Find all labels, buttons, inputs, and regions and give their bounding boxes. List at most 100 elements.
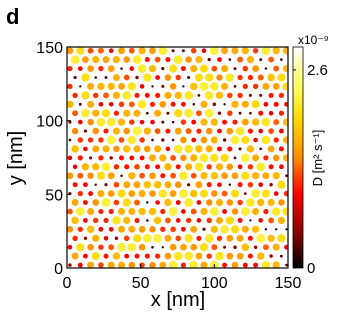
data-point [133,109,141,117]
data-point [181,209,186,214]
data-point [192,103,195,106]
data-point [211,244,218,251]
data-point [106,117,116,127]
data-point [196,218,202,223]
colorbar-exponent: x10⁻⁹ [298,33,329,47]
data-point [282,136,288,144]
data-point [139,172,145,179]
data-point [216,74,223,81]
data-point [77,66,83,71]
data-point [223,245,227,249]
data-point [144,253,150,259]
data-point [196,200,202,205]
data-point [154,128,161,134]
data-point [75,207,85,216]
data-point [230,189,240,198]
data-point [137,100,147,109]
data-point [112,91,120,99]
data-point [97,190,105,198]
data-point [118,82,125,90]
data-point [196,110,202,117]
data-point [277,73,286,82]
data-point [252,65,259,72]
data-point [285,263,288,267]
data-point [129,119,135,125]
data-point [138,243,146,251]
data-point [123,109,131,117]
data-point [212,102,217,107]
data-point [190,47,197,54]
data-point [275,228,278,231]
data-point [257,252,265,260]
data-point [118,47,125,55]
data-point [221,190,228,197]
x-tick-label: 50 [132,275,150,292]
data-point [284,244,288,250]
data-point [199,82,209,91]
data-point [205,145,213,153]
data-point [120,67,123,70]
data-point [138,47,146,55]
data-point [98,208,104,215]
data-point [200,100,208,108]
data-point [122,91,132,100]
data-point [182,85,185,88]
data-point [243,192,247,195]
data-point [249,219,252,222]
data-point [210,153,219,163]
data-point [210,225,219,234]
data-point [209,47,219,56]
data-point [155,75,161,80]
data-point [159,100,167,108]
data-point [267,198,275,207]
data-point [261,189,271,198]
data-point [149,190,156,197]
data-point [246,56,254,64]
data-point [139,119,145,125]
data-point [71,199,79,206]
data-point [184,108,193,118]
plot-area: 0 50 100 150 0 50 100 150 [36,40,301,292]
data-point [164,74,172,81]
data-points [67,47,288,268]
data-point [194,162,204,172]
data-point [258,110,264,116]
data-point [128,225,136,233]
data-point [195,181,203,189]
data-point [138,190,146,198]
data-point [127,242,137,252]
data-point [215,163,224,171]
data-point [241,47,249,55]
data-point [180,66,186,72]
data-point [87,137,94,143]
data-point [165,146,171,152]
x-tick-label: 150 [275,275,302,292]
data-point [160,208,166,215]
data-point [92,199,100,206]
plot-frame [66,46,289,269]
data-point [248,93,252,97]
data-point [149,101,156,107]
data-point [210,171,219,180]
data-point [166,111,170,115]
data-point [262,82,270,90]
data-point [211,65,218,72]
data-point [217,111,222,115]
data-point [148,154,157,162]
x-tick-label: 100 [201,275,228,292]
data-point [173,55,183,64]
data-point [189,82,198,91]
data-point [87,207,95,216]
data-point [247,235,253,241]
data-point [122,145,131,153]
data-point [170,155,176,161]
colorbar-label: D [m² s⁻¹] [310,130,325,187]
data-point [144,57,150,63]
data-point [252,172,260,180]
data-point [91,252,100,261]
data-point [273,65,280,72]
data-point [235,126,245,136]
data-point [222,262,228,268]
data-point [273,119,280,126]
data-point [67,100,74,108]
